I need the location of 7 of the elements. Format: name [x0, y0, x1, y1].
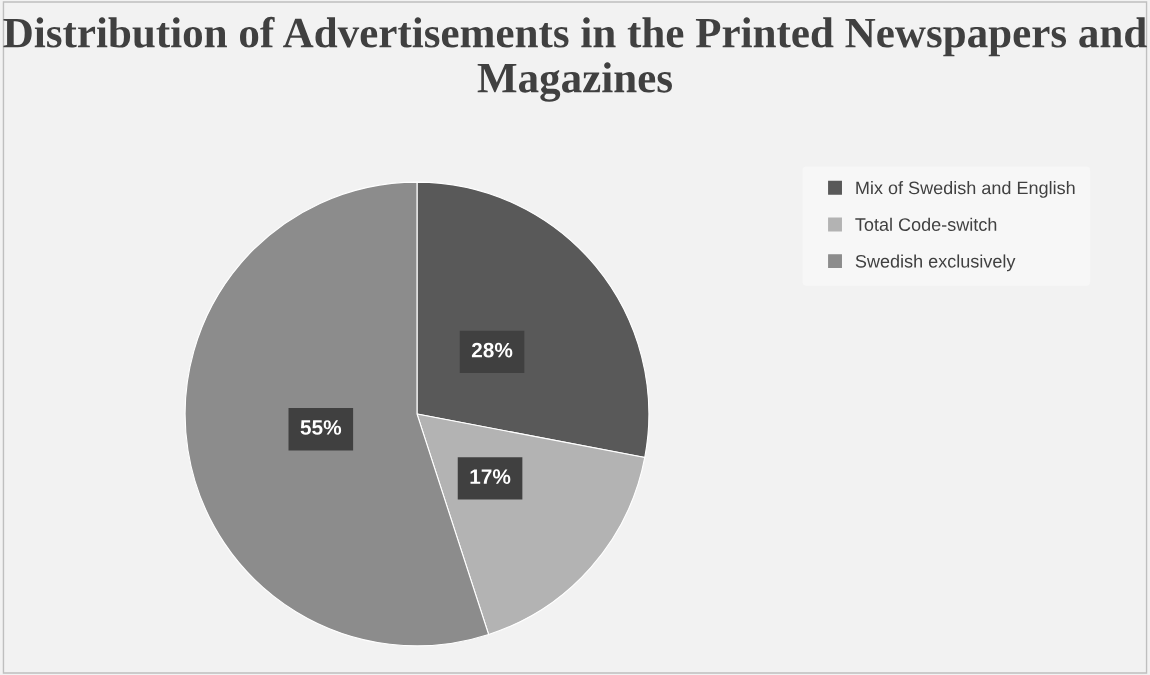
legend-label: Total Code-switch	[855, 217, 997, 231]
data-label: 17%	[470, 469, 511, 484]
data-label: 55%	[300, 420, 342, 435]
chart-title: Distribution of Advertisements in the Printed Newspapers and Magazines	[3, 16, 1147, 102]
legend-label: Swedish exclusively	[855, 254, 1016, 272]
legend-label: Mix of Swedish and English	[856, 181, 1075, 198]
data-label: 28%	[471, 342, 513, 358]
